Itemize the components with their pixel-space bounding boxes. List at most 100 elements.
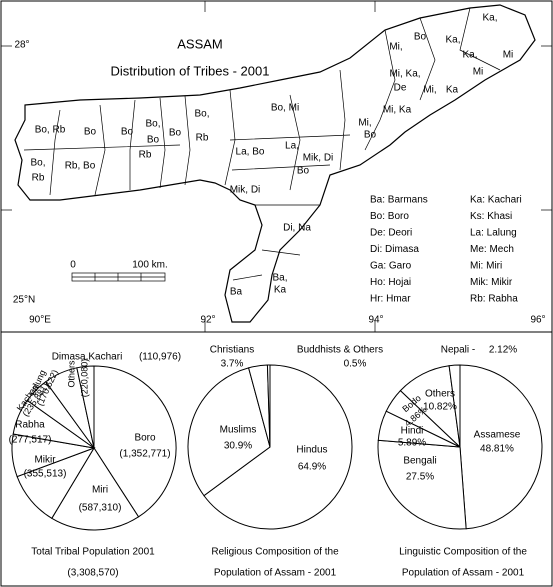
- scale-bar: [71, 272, 166, 282]
- pie-slice: [448, 364, 461, 448]
- value-label: 10.82%: [423, 402, 457, 413]
- region-label: Bo,: [194, 109, 209, 120]
- region-label: Bo,: [145, 119, 160, 130]
- legend-entry: Ba: Barmans: [370, 195, 428, 206]
- slice-label: Boro: [134, 433, 156, 444]
- slice-label: Hindi: [401, 426, 424, 437]
- chart-title: Total Tribal Population 2001: [31, 547, 155, 558]
- region-label: Ba: [230, 287, 243, 298]
- region-label: Ka,: [462, 50, 477, 61]
- legend-entry: Ka: Kachari: [470, 195, 522, 206]
- slice-label: Bengali: [403, 456, 436, 467]
- value-label: (110,976): [139, 352, 181, 363]
- region-label: Ka,: [482, 13, 497, 24]
- region-label: Bo, Rb: [35, 125, 66, 136]
- slice-label: Buddhists & Others: [297, 345, 383, 356]
- value-label: 27.5%: [406, 472, 434, 483]
- slice-label: Mikir: [34, 455, 56, 466]
- chart-subtitle: (3,308,570): [67, 568, 118, 579]
- pie-slice: [266, 364, 271, 448]
- region-label: Ka: [446, 85, 459, 96]
- value-label: (355,513): [24, 469, 67, 480]
- chart-subtitle: Population of Assam - 2001: [214, 568, 337, 579]
- slice-label: Miri: [92, 485, 108, 496]
- pie-slice: [203, 364, 353, 530]
- region-label: Mik, Di: [230, 185, 261, 196]
- region-label: Ka,: [445, 35, 460, 46]
- graticule: [1, 1, 552, 332]
- value-label: (220,080): [79, 359, 89, 398]
- value-label: 3.7%: [221, 359, 244, 370]
- region-label: Mik, Di: [303, 153, 334, 164]
- scale-label: 0: [70, 260, 76, 271]
- slice-label: Others: [425, 389, 455, 400]
- region-label: Rb: [32, 173, 45, 184]
- value-label: (1,352,771): [119, 449, 170, 460]
- region-label: Bo, Mi: [271, 103, 299, 114]
- value-label: 30.9%: [224, 441, 252, 452]
- region-label: Di, Na: [283, 223, 311, 234]
- slice-label: Christians: [210, 345, 254, 356]
- region-label: Mi: [503, 50, 514, 61]
- region-label: Bo: [364, 130, 377, 141]
- value-label: 0.5%: [344, 359, 367, 370]
- lon-label: 92°: [200, 315, 215, 326]
- region-label: Mi: [473, 67, 484, 78]
- value-label: 2.12%: [489, 345, 517, 356]
- slice-label: Assamese: [474, 430, 521, 441]
- region-label: Rb: [139, 150, 152, 161]
- slice-label: Hindus: [296, 445, 327, 456]
- region-label: Bo,: [30, 158, 45, 169]
- value-label: 48.81%: [480, 444, 514, 455]
- lat-label: 25°N: [13, 295, 35, 306]
- region-label: De: [394, 83, 407, 94]
- legend-entry: Ho: Hojai: [370, 277, 411, 288]
- chart-title: Linguistic Composition of the: [399, 547, 527, 558]
- legend-entry: Ks: Khasi: [470, 211, 512, 222]
- region-label: Ba,: [272, 273, 287, 284]
- legend-entry: Hr: Hmar: [370, 294, 411, 305]
- map-outline: [14, 4, 536, 323]
- lon-label: 94°: [368, 315, 383, 326]
- region-label: Mi,: [358, 118, 371, 129]
- legend-entry: De: Deori: [370, 228, 412, 239]
- region-label: Mi, Ka: [383, 105, 412, 116]
- chart-subtitle: Population of Assam - 2001: [402, 568, 525, 579]
- map-subtitle: Distribution of Tribes - 2001: [111, 63, 270, 78]
- value-label: (277,517): [9, 435, 52, 446]
- legend-entry: Mik: Mikir: [470, 277, 513, 288]
- legend-entry: Ga: Garo: [370, 261, 412, 272]
- slice-label: Dimasa,Kachari: [52, 352, 123, 363]
- legend-entry: Mi: Miri: [470, 261, 502, 272]
- slice-label: Others: [66, 360, 76, 388]
- slice-label: Rabha: [15, 420, 45, 431]
- region-label: Mi,: [389, 42, 402, 53]
- lat-label: 28°: [14, 40, 29, 51]
- region-label: Bo: [121, 127, 134, 138]
- legend-entry: Me: Mech: [470, 244, 514, 255]
- region-label: Rb, Bo: [65, 161, 96, 172]
- pie-slice: [377, 439, 467, 530]
- legend-entry: La: Lalung: [470, 228, 517, 239]
- region-label: La,: [285, 141, 299, 152]
- region-label: Bo: [414, 32, 427, 43]
- legend-entry: Di: Dimasa: [370, 244, 419, 255]
- slice-label: Muslims: [220, 425, 257, 436]
- value-label: 5.89%: [398, 438, 426, 449]
- slice-label: Nepali -: [441, 345, 475, 356]
- map-title: ASSAM: [177, 36, 223, 51]
- region-label: Bo: [84, 127, 97, 138]
- value-label: (587,310): [79, 503, 122, 514]
- chart-title: Religious Composition of the: [211, 547, 339, 558]
- scale-label: 100 km.: [132, 260, 168, 271]
- region-label: Bo: [169, 128, 182, 139]
- pie-slice: [51, 447, 140, 531]
- value-label: 64.9%: [298, 462, 326, 473]
- legend-entry: Bo: Boro: [370, 211, 409, 222]
- region-label: Bo: [147, 135, 160, 146]
- pie-slice: [459, 364, 543, 530]
- region-label: Mi, Ka,: [389, 69, 420, 80]
- region-label: Ka: [274, 285, 287, 296]
